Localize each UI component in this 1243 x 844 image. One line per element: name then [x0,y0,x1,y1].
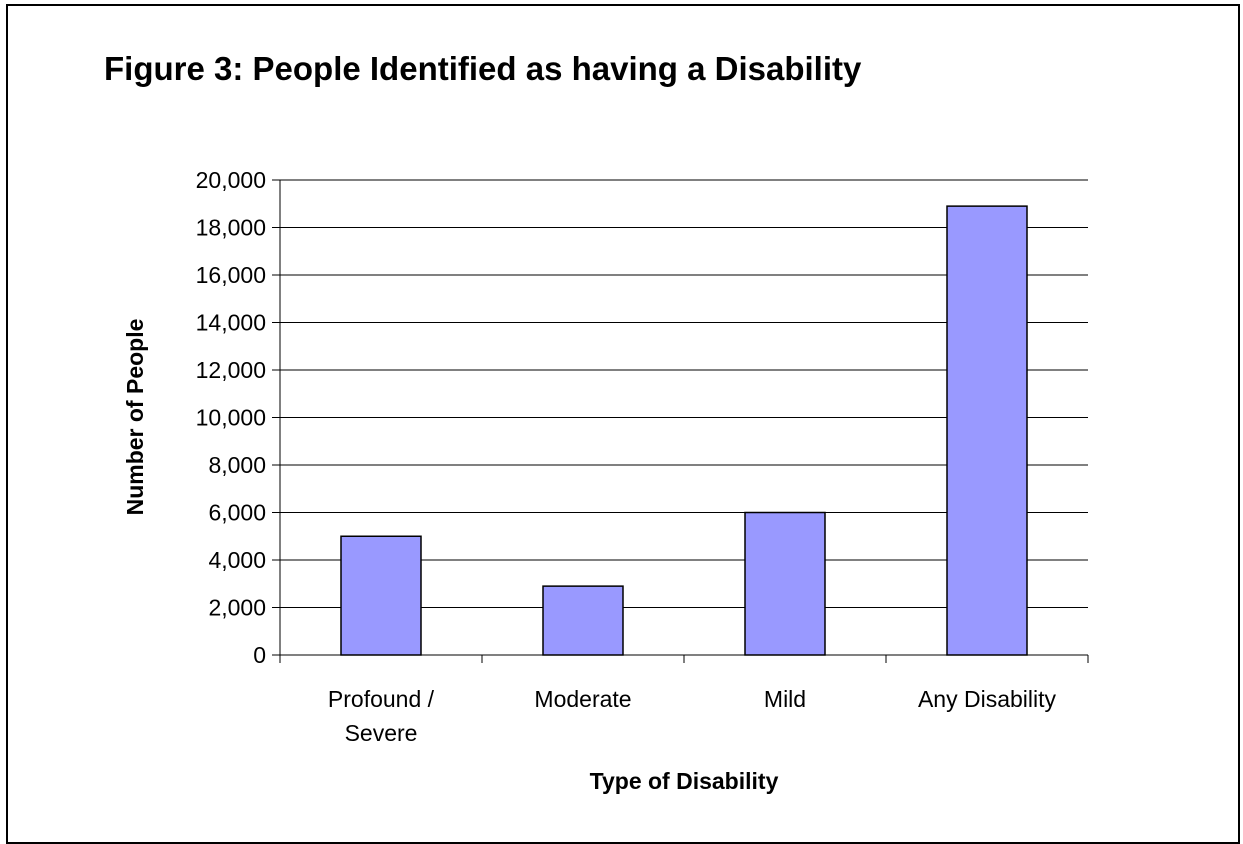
y-tick-label: 18,000 [196,215,266,241]
y-tick-label: 14,000 [196,310,266,336]
y-tick-label: 16,000 [196,262,266,288]
chart-title: Figure 3: People Identified as having a … [104,50,862,87]
bars [340,205,1028,656]
x-tick-label-line: Moderate [534,686,631,712]
y-tick-label: 20,000 [196,167,266,193]
x-tick-label-line: Mild [764,686,806,712]
x-tick-label: Mild [764,686,806,712]
bar [340,535,422,656]
axes [272,179,1089,663]
bar-chart: Figure 3: People Identified as having a … [104,50,1089,794]
y-tick-labels: 0 2,000 4,000 6,000 8,000 10,000 12,000 14,000 1… [196,167,266,668]
x-tick-label-line: Severe [345,720,418,746]
y-tick-label: 4,000 [208,547,266,573]
bar [744,511,826,656]
x-tick-label: Moderate [534,686,631,712]
x-axis-title: Type of Disability [590,768,779,794]
x-tick-labels: Profound / Severe Moderate Mild Any Disabili… [328,686,1057,746]
bar [946,205,1028,656]
y-axis-title: Number of People [122,319,148,516]
bar [542,585,624,656]
x-tick-label-line: Profound / [328,686,435,712]
x-tick-label: Any Disability [918,686,1057,712]
y-tick-label: 8,000 [208,452,266,478]
x-tick-label: Profound / Severe [328,686,435,746]
y-tick-label: 12,000 [196,357,266,383]
y-tick-label: 10,000 [196,405,266,431]
y-tick-label: 0 [253,642,266,668]
x-tick-label-line: Any Disability [918,686,1057,712]
y-tick-label: 2,000 [208,595,266,621]
y-tick-label: 6,000 [208,500,266,526]
